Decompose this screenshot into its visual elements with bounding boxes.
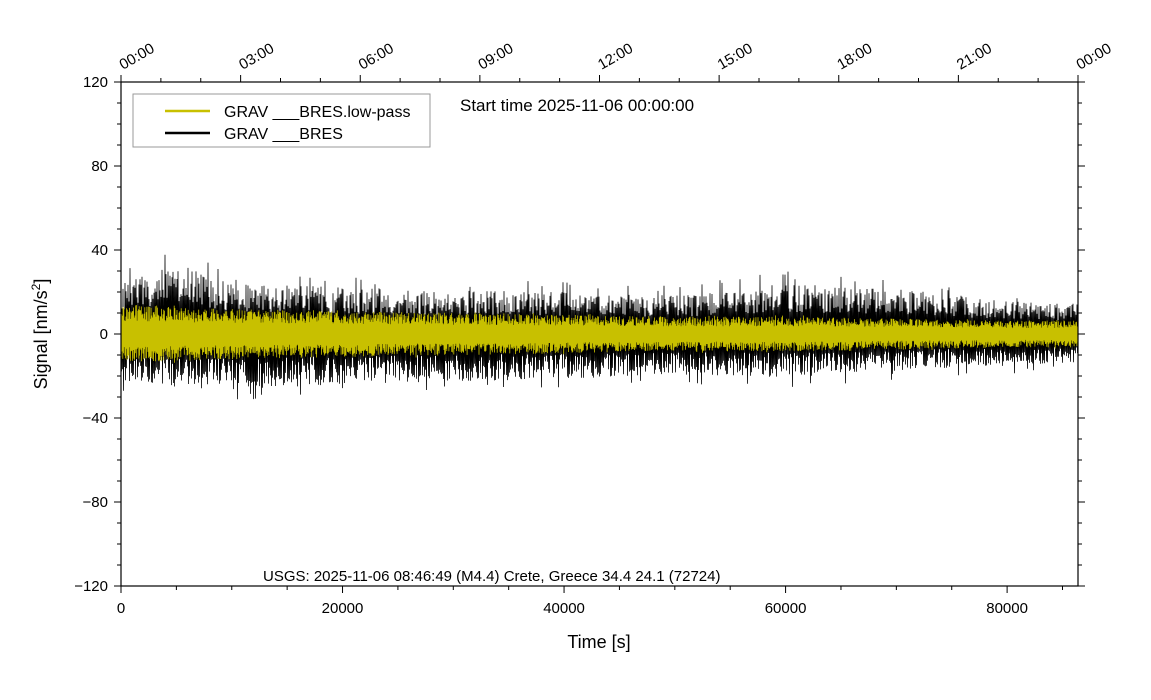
- start-time-annotation: Start time 2025-11-06 00:00:00: [460, 96, 694, 115]
- x-tick-label: 60000: [765, 600, 807, 617]
- y-tick-label: 120: [83, 74, 108, 91]
- top-time-tick-label: 18:00: [834, 40, 875, 73]
- event-annotation: USGS: 2025-11-06 08:46:49 (M4.4) Crete, …: [263, 568, 721, 585]
- x-tick-label: 40000: [543, 600, 585, 617]
- top-time-tick-label: 09:00: [475, 40, 516, 73]
- y-tick-label: 0: [100, 326, 108, 343]
- series-line-grav-bres-low-pass: [121, 305, 1078, 363]
- plot-traces: [121, 254, 1078, 400]
- top-time-tick-label: 00:00: [1074, 40, 1115, 73]
- y-axis-label: Signal [nm/s2]: [29, 279, 51, 390]
- legend-label-grav-bres: GRAV ___BRES: [224, 126, 343, 143]
- y-tick-label: 80: [91, 158, 108, 175]
- x-tick-label: 20000: [322, 600, 364, 617]
- tick-marks: [114, 75, 1085, 593]
- axis-ticks: [114, 75, 1085, 593]
- legend-box: [132, 93, 431, 148]
- top-time-tick-label: 21:00: [954, 40, 995, 73]
- y-tick-label: −120: [74, 578, 108, 595]
- x-tick-label: 0: [117, 600, 125, 617]
- top-time-tick-labels: 00:00 03:00 06:00 09:00 12:00 15:00 18:00 21:00…: [117, 40, 1115, 73]
- y-tick-label: −40: [83, 410, 108, 427]
- top-time-tick-label: 12:00: [595, 40, 636, 73]
- legend: GRAV ___BRES.low-pass GRAV ___BRES: [132, 93, 431, 148]
- top-time-tick-label: 06:00: [356, 40, 397, 73]
- y-axis-tick-labels: 120 80 40 0 −40 −80 −120: [74, 74, 108, 595]
- x-axis-tick-labels: 0 20000 40000 60000 80000: [117, 600, 1028, 617]
- top-time-tick-label: 15:00: [715, 40, 756, 73]
- top-time-tick-label: 03:00: [236, 40, 277, 73]
- y-tick-label: −80: [83, 494, 108, 511]
- legend-label-grav-bres-low-pass: GRAV ___BRES.low-pass: [224, 104, 410, 121]
- x-tick-label: 80000: [986, 600, 1028, 617]
- y-tick-label: 40: [91, 242, 108, 259]
- x-axis-label: Time [s]: [567, 632, 630, 652]
- top-time-tick-label: 00:00: [117, 40, 158, 73]
